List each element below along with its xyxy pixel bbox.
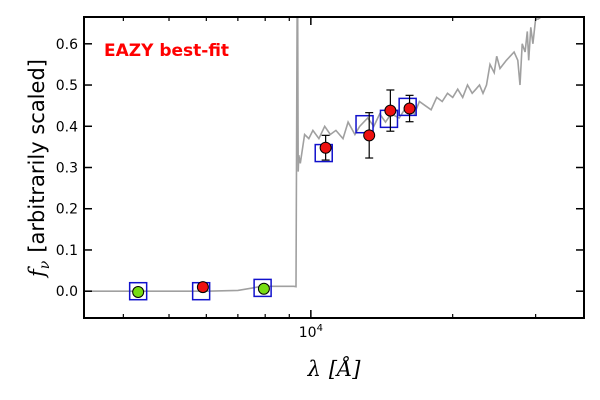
x-tick-base: 10 <box>299 325 317 341</box>
ytick-labels: 0.0 0.1 0.2 0.3 0.4 0.5 0.6 <box>56 37 78 300</box>
y-tick-label-3: 0.3 <box>56 161 78 177</box>
observed-point-2 <box>257 282 270 295</box>
y-tick-label-6: 0.6 <box>56 37 78 53</box>
y-axis-subscript: ν <box>37 260 53 269</box>
model-photometry-box-6 <box>398 97 417 117</box>
observed-point-0 <box>132 286 145 299</box>
y-axis-symbol: f <box>25 266 49 279</box>
observed-point-3 <box>319 141 332 154</box>
tick-layer <box>84 17 584 318</box>
y-axis-text: [arbitrarily scaled] <box>25 59 49 253</box>
y-tick-label-0: 0.0 <box>56 284 78 300</box>
point-layer <box>132 102 416 299</box>
x-axis-unit: [Å] <box>329 356 361 381</box>
sed-layer <box>84 17 542 293</box>
model-photometry-box-0 <box>128 281 148 301</box>
y-tick-label-5: 0.5 <box>56 78 78 94</box>
annotation-label: EAZY best-fit <box>104 41 229 61</box>
y-tick-label-4: 0.4 <box>56 119 78 135</box>
y-tick-label-1: 0.1 <box>56 243 78 259</box>
x-tick-exp: 4 <box>317 323 323 334</box>
y-axis-label: fν [arbitrarily scaled] <box>25 59 53 279</box>
model-sed-line <box>84 17 542 293</box>
x-tick-label-1e4: 104 <box>299 323 323 341</box>
observed-point-5 <box>384 104 397 117</box>
observed-point-4 <box>363 129 376 142</box>
observed-point-1 <box>196 281 209 294</box>
observed-point-6 <box>403 102 416 115</box>
model-box-layer <box>128 97 417 301</box>
model-photometry-box-2 <box>253 278 272 298</box>
y-tick-label-2: 0.2 <box>56 202 78 218</box>
x-axis-symbol: λ <box>307 357 321 381</box>
plot-frame <box>83 16 585 319</box>
x-axis-label: λ [Å] <box>307 356 362 381</box>
